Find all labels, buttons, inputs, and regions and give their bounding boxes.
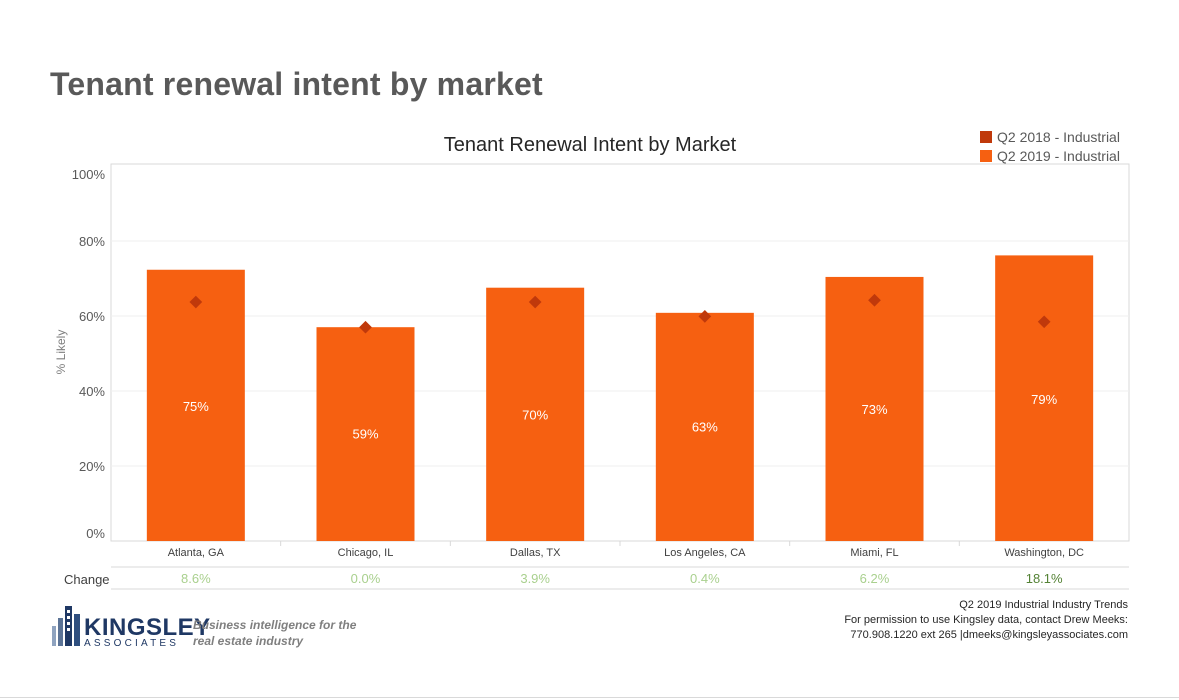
y-tick-label: 100%: [72, 167, 106, 182]
bar-q2-2019: [995, 255, 1094, 541]
bar-data-label: 59%: [352, 426, 378, 441]
legend-item-2018: Q2 2018 - Industrial: [980, 127, 1120, 146]
marker-q2-2018: [189, 295, 203, 309]
y-tick-label: 60%: [79, 309, 105, 324]
y-tick-label: 0%: [86, 526, 105, 541]
x-tick-label: Atlanta, GA: [168, 547, 225, 559]
change-value: 18.1%: [1026, 571, 1063, 586]
chart-title: Tenant Renewal Intent by Market: [443, 134, 737, 156]
legend-swatch-2019: [980, 149, 992, 162]
legend-label-2019: Q2 2019 - Industrial: [997, 147, 1120, 164]
chart-plot: 0% 20% 40% 60% 80% 100% % Likely 75% Atlanta, GA…: [54, 163, 1130, 590]
plot-frame: [110, 163, 1130, 542]
legend-item-2019: Q2 2019 - Industrial: [980, 146, 1120, 165]
bar-q2-2019: [146, 269, 245, 541]
change-row-label: Change: [64, 572, 110, 587]
x-tick-label: Miami, FL: [850, 547, 898, 559]
change-value: 8.6%: [181, 571, 211, 586]
bar-q2-2019: [316, 327, 415, 541]
legend: Q2 2018 - Industrial Q2 2019 - Industria…: [980, 127, 1120, 165]
building-logo-icon: [52, 606, 80, 646]
change-value: 0.0%: [351, 571, 381, 586]
x-tick-label: Dallas, TX: [510, 547, 561, 559]
bar-q2-2019: [486, 287, 585, 541]
bar-data-label: 70%: [522, 407, 548, 422]
legend-swatch-2018: [980, 130, 992, 143]
kingsley-logo: KINGSLEY ASSOCIATES: [50, 604, 210, 649]
credits-report: Q2 2019 Industrial Industry Trends: [959, 599, 1128, 611]
change-value: 3.9%: [520, 571, 550, 586]
y-tick-label: 80%: [79, 234, 105, 249]
bar-data-label: 63%: [692, 419, 718, 434]
tagline-line-1: Business intelligence for the: [193, 618, 357, 632]
bar-q2-2019: [655, 312, 754, 541]
logo-subtitle: ASSOCIATES: [84, 638, 180, 649]
tagline-line-2: real estate industry: [193, 634, 304, 648]
bar-data-label: 79%: [1031, 392, 1057, 407]
x-tick-label: Washington, DC: [1004, 547, 1084, 559]
bar-data-label: 75%: [183, 399, 209, 414]
credits-contact: 770.908.1220 ext 265 |dmeeks@kingsleyass…: [850, 629, 1128, 641]
bar-data-label: 73%: [861, 402, 887, 417]
x-tick-label: Los Angeles, CA: [664, 547, 746, 559]
page-title: Tenant renewal intent by market: [50, 66, 543, 102]
credits-permission: For permission to use Kingsley data, con…: [844, 614, 1128, 626]
change-value: 0.4%: [690, 571, 720, 586]
credits: Q2 2019 Industrial Industry Trends For p…: [844, 598, 1128, 643]
footer-divider: [0, 697, 1179, 698]
legend-label-2018: Q2 2018 - Industrial: [997, 128, 1120, 145]
tagline: Business intelligence for the real estat…: [193, 617, 356, 649]
y-tick-label: 40%: [79, 384, 105, 399]
marker-q2-2018: [359, 320, 372, 334]
y-axis-title: % Likely: [54, 330, 68, 375]
change-value: 6.2%: [860, 571, 890, 586]
logo-wordmark: KINGSLEY: [84, 614, 211, 641]
bar-q2-2019: [825, 276, 924, 541]
x-tick-label: Chicago, IL: [338, 547, 394, 559]
y-tick-label: 20%: [79, 459, 105, 474]
